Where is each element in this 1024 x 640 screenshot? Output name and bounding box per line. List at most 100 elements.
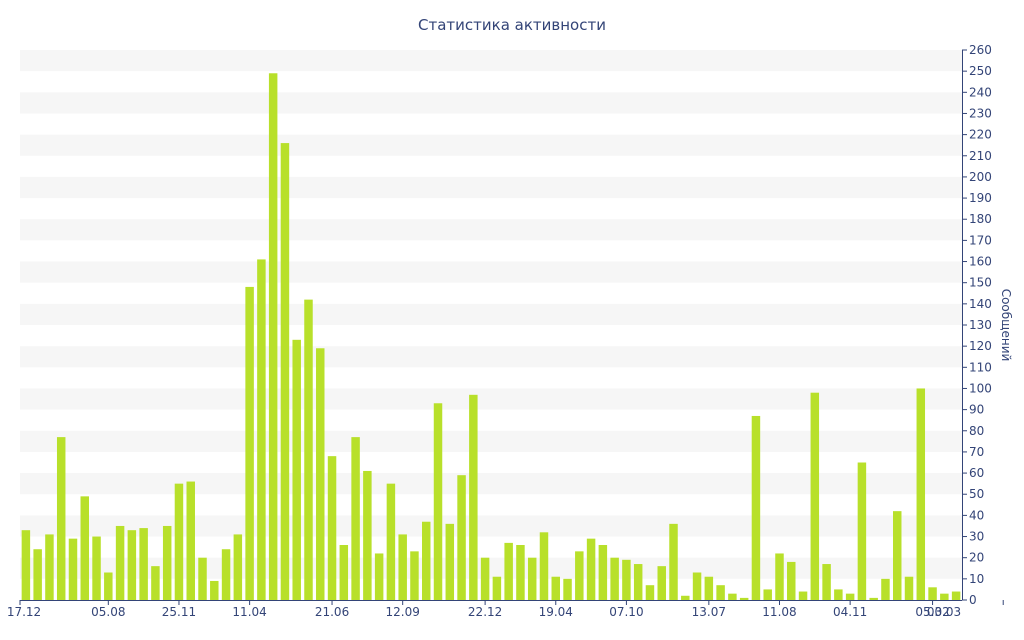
x-tick-label: 11.04 <box>232 605 266 619</box>
y-tick-label: 100 <box>969 381 992 395</box>
bar <box>363 470 372 600</box>
y-tick-label: 140 <box>969 297 992 311</box>
bar <box>45 534 54 600</box>
grid-bands <box>20 50 962 579</box>
bar <box>327 456 337 600</box>
bar <box>810 392 820 600</box>
y-tick-label: 10 <box>969 572 984 586</box>
y-tick-label: 160 <box>969 255 992 269</box>
bar <box>904 576 914 600</box>
bar <box>186 481 195 600</box>
y-tick-label: 80 <box>969 424 984 438</box>
grid-band <box>20 92 962 114</box>
x-tick-label: 13.07 <box>692 605 726 619</box>
grid-band <box>20 176 962 199</box>
bar <box>527 557 537 600</box>
x-axis: 17.12 05.08 25.11 11.04 21.06 12.09 22.12 19.04… <box>7 600 1004 619</box>
x-tick-label: 21.06 <box>315 605 349 619</box>
y-tick-label: 230 <box>969 106 992 120</box>
y-tick-label: 40 <box>969 508 984 522</box>
grid-band <box>20 261 962 283</box>
grid-band <box>20 303 962 325</box>
x-tick-label: 25.11 <box>162 605 196 619</box>
bar <box>598 545 608 600</box>
bar <box>56 437 66 600</box>
x-tick-label: 03.03 <box>927 605 961 619</box>
bar <box>304 299 313 600</box>
y-tick-label: 190 <box>969 191 992 205</box>
y-tick-label: 20 <box>969 551 984 565</box>
grid-band <box>20 50 962 72</box>
bar <box>386 483 396 600</box>
grid-band <box>20 346 962 368</box>
bar <box>457 475 466 600</box>
x-tick-label: 05.08 <box>91 605 125 619</box>
bar <box>716 585 725 600</box>
bar <box>221 549 231 600</box>
y-tick-label: 220 <box>969 128 992 142</box>
x-tick-label: 07.10 <box>609 605 643 619</box>
bar <box>551 576 560 600</box>
grid-band <box>20 515 962 537</box>
bar <box>881 578 890 600</box>
y-tick-label: 0 <box>969 593 977 607</box>
y-tick-label: 70 <box>969 445 984 459</box>
bar <box>257 259 266 600</box>
y-tick-label: 150 <box>969 276 992 290</box>
bar <box>951 591 961 600</box>
bar <box>681 595 690 600</box>
bar <box>92 536 101 600</box>
bar <box>68 538 78 600</box>
bar <box>374 553 384 600</box>
y-tick-label: 210 <box>969 149 992 163</box>
bar <box>351 437 360 600</box>
grid-band <box>20 473 962 495</box>
grid-band <box>20 134 962 156</box>
bar <box>33 549 42 600</box>
bar <box>410 551 419 600</box>
bar <box>80 496 89 600</box>
y-tick-label: 30 <box>969 530 984 544</box>
bar <box>657 566 666 600</box>
bar <box>563 578 572 600</box>
bar <box>21 530 31 600</box>
y-tick-label: 240 <box>969 85 992 99</box>
x-tick-label: 19.04 <box>539 605 573 619</box>
bar <box>834 589 843 600</box>
bar <box>516 545 525 600</box>
y-tick-label: 50 <box>969 487 984 501</box>
bar <box>480 557 490 600</box>
y-tick-label: 170 <box>969 233 992 247</box>
bar <box>645 585 655 600</box>
bar <box>728 593 737 600</box>
bar <box>845 593 855 600</box>
bar <box>233 534 243 600</box>
bar <box>610 557 619 600</box>
bar <box>339 545 349 600</box>
bar <box>822 564 831 600</box>
bar <box>292 339 301 600</box>
bar <box>763 589 772 600</box>
bar <box>433 403 443 600</box>
bar <box>669 523 678 600</box>
bar <box>622 559 631 600</box>
y-tick-label: 110 <box>969 360 992 374</box>
bar <box>268 73 278 600</box>
x-tick-label: 22.12 <box>468 605 502 619</box>
x-tick-label: 05.02 <box>915 605 949 619</box>
y-tick-label: 90 <box>969 403 984 417</box>
bar-series <box>21 73 961 600</box>
x-tick-label: 12.09 <box>386 605 420 619</box>
bar <box>751 415 761 600</box>
y-tick-label: 120 <box>969 339 992 353</box>
x-tick-label: 11.08 <box>762 605 796 619</box>
bar <box>704 576 714 600</box>
bar <box>739 597 749 600</box>
bar <box>422 521 431 600</box>
bar <box>398 534 407 600</box>
bar <box>940 593 949 600</box>
y-tick-label: 130 <box>969 318 992 332</box>
grid-band <box>20 430 962 452</box>
